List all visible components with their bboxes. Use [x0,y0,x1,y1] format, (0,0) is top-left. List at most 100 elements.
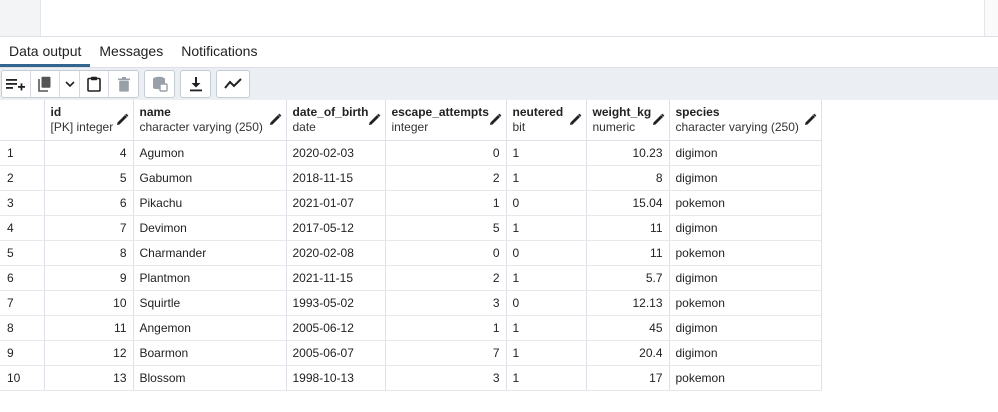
table-cell[interactable]: 15.04 [586,190,670,216]
table-cell[interactable]: digimon [669,340,822,366]
table-cell[interactable]: Agumon [133,140,287,166]
table-cell[interactable]: 2005-06-07 [286,340,386,366]
table-cell[interactable]: 2005-06-12 [286,315,386,341]
table-cell[interactable]: 5.7 [586,265,670,291]
table-cell[interactable]: 1 [506,340,587,366]
table-cell[interactable]: 0 [506,290,587,316]
table-cell[interactable]: 3 [385,290,507,316]
column-header-weight-kg[interactable]: weight_kg numeric [586,100,670,141]
table-row[interactable]: 9 12 Boarmon 2005-06-07 7 1 20.4 digimon [0,340,822,366]
table-cell[interactable]: pokemon [669,365,822,391]
pencil-icon[interactable] [804,113,817,126]
table-cell[interactable]: 1 [506,140,587,166]
query-editor[interactable] [0,0,998,37]
download-button[interactable] [181,71,210,97]
table-row[interactable]: 6 9 Plantmon 2021-11-15 2 1 5.7 digimon [0,265,822,291]
table-row[interactable]: 1 4 Agumon 2020-02-03 0 1 10.23 digimon [0,140,822,166]
table-cell[interactable]: 8 [586,165,670,191]
row-number[interactable]: 6 [0,265,45,291]
table-cell[interactable]: 9 [44,265,134,291]
table-cell[interactable]: Pikachu [133,190,287,216]
table-cell[interactable]: 1998-10-13 [286,365,386,391]
table-cell[interactable]: 1 [385,315,507,341]
tab-data-output[interactable]: Data output [0,37,91,67]
table-cell[interactable]: 4 [44,140,134,166]
row-number[interactable]: 7 [0,290,45,316]
pencil-icon[interactable] [652,113,665,126]
table-cell[interactable]: 1 [506,165,587,191]
table-cell[interactable]: 1993-05-02 [286,290,386,316]
table-row[interactable]: 4 7 Devimon 2017-05-12 5 1 11 digimon [0,215,822,241]
column-header-name[interactable]: name character varying (250) [133,100,287,141]
table-cell[interactable]: 1 [385,190,507,216]
pencil-icon[interactable] [116,113,129,126]
table-cell[interactable]: 1 [506,315,587,341]
table-cell[interactable]: 45 [586,315,670,341]
table-cell[interactable]: 5 [44,165,134,191]
table-cell[interactable]: 1 [506,365,587,391]
column-header-date-of-birth[interactable]: date_of_birth date [286,100,386,141]
graph-visualiser-button[interactable] [217,71,249,97]
table-cell[interactable]: Devimon [133,215,287,241]
column-header-species[interactable]: species character varying (250) [669,100,822,141]
table-cell[interactable]: 2020-02-03 [286,140,386,166]
save-data-button[interactable] [145,71,174,97]
table-cell[interactable]: digimon [669,265,822,291]
table-cell[interactable]: pokemon [669,240,822,266]
pencil-icon[interactable] [368,113,381,126]
table-cell[interactable]: Angemon [133,315,287,341]
table-cell[interactable]: 1 [506,215,587,241]
copy-button[interactable] [31,71,60,97]
table-cell[interactable]: 20.4 [586,340,670,366]
copy-options-dropdown[interactable] [60,71,80,97]
row-number[interactable]: 5 [0,240,45,266]
table-row[interactable]: 2 5 Gabumon 2018-11-15 2 1 8 digimon [0,165,822,191]
table-cell[interactable]: Plantmon [133,265,287,291]
table-cell[interactable]: 11 [586,215,670,241]
pencil-icon[interactable] [269,113,282,126]
table-row[interactable]: 7 10 Squirtle 1993-05-02 3 0 12.13 pokemon [0,290,822,316]
table-cell[interactable]: 7 [385,340,507,366]
paste-button[interactable] [80,71,109,97]
table-cell[interactable]: 0 [385,240,507,266]
table-row[interactable]: 8 11 Angemon 2005-06-12 1 1 45 digimon [0,315,822,341]
table-cell[interactable]: 11 [586,240,670,266]
table-cell[interactable]: 10 [44,290,134,316]
row-number[interactable]: 10 [0,365,45,391]
table-cell[interactable]: pokemon [669,190,822,216]
table-cell[interactable]: 13 [44,365,134,391]
table-cell[interactable]: 0 [506,240,587,266]
table-cell[interactable]: Boarmon [133,340,287,366]
table-cell[interactable]: 2021-11-15 [286,265,386,291]
table-cell[interactable]: digimon [669,215,822,241]
table-cell[interactable]: 5 [385,215,507,241]
table-cell[interactable]: 8 [44,240,134,266]
table-cell[interactable]: 2 [385,165,507,191]
table-cell[interactable]: digimon [669,140,822,166]
table-cell[interactable]: digimon [669,165,822,191]
row-number[interactable]: 9 [0,340,45,366]
row-number[interactable]: 3 [0,190,45,216]
row-number[interactable]: 8 [0,315,45,341]
table-cell[interactable]: 2018-11-15 [286,165,386,191]
table-cell[interactable]: 2021-01-07 [286,190,386,216]
row-number[interactable]: 1 [0,140,45,166]
table-cell[interactable]: 1 [506,265,587,291]
column-header-neutered[interactable]: neutered bit [506,100,587,141]
table-cell[interactable]: 0 [506,190,587,216]
table-cell[interactable]: 0 [385,140,507,166]
table-cell[interactable]: 7 [44,215,134,241]
table-cell[interactable]: 2020-02-08 [286,240,386,266]
table-cell[interactable]: 12.13 [586,290,670,316]
table-cell[interactable]: Blossom [133,365,287,391]
table-cell[interactable]: Gabumon [133,165,287,191]
table-cell[interactable]: 2 [385,265,507,291]
pencil-icon[interactable] [569,113,582,126]
table-row[interactable]: 10 13 Blossom 1998-10-13 3 1 17 pokemon [0,365,822,391]
table-row[interactable]: 5 8 Charmander 2020-02-08 0 0 11 pokemon [0,240,822,266]
column-header-id[interactable]: id [PK] integer [44,100,134,141]
table-cell[interactable]: pokemon [669,290,822,316]
column-header-escape-attempts[interactable]: escape_attempts integer [385,100,507,141]
tab-notifications[interactable]: Notifications [181,43,258,59]
editor-scrollbar[interactable] [984,0,998,36]
